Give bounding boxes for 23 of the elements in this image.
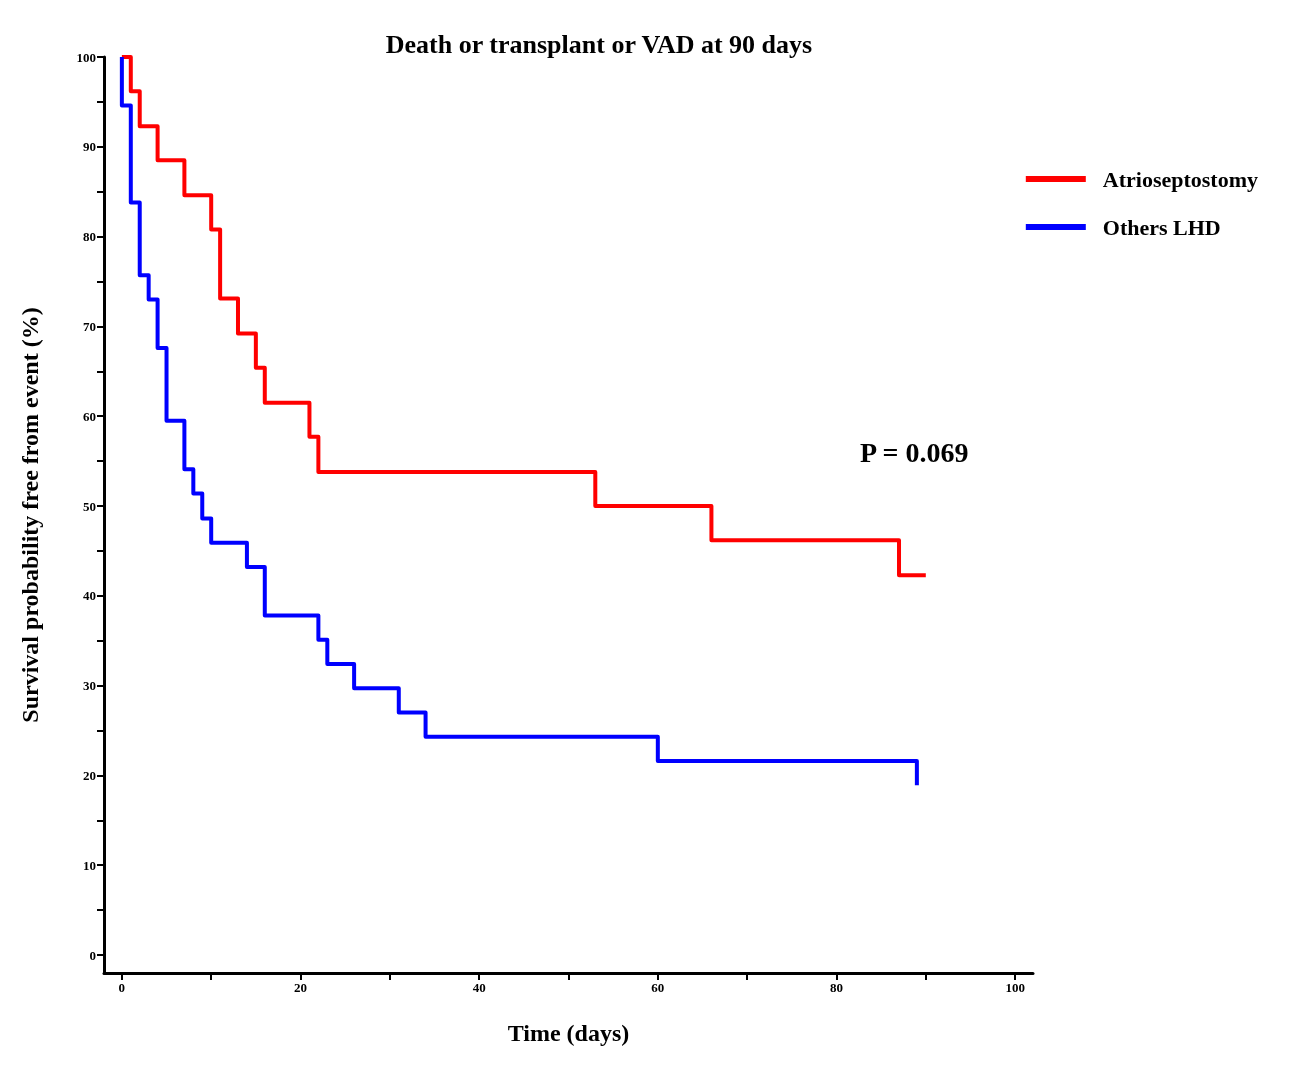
y-tick-label: 20 [83,767,96,783]
x-tick-label: 100 [1005,980,1025,995]
legend-label: Atrioseptostomy [1102,166,1259,192]
y-tick-label: 80 [83,229,96,245]
y-tick-label: 100 [76,49,96,65]
y-tick-label: 10 [83,857,96,873]
y-tick-label: 60 [83,408,96,424]
y-tick-label: 90 [83,139,96,155]
y-tick-label: 0 [89,947,96,963]
x-tick-label: 80 [829,980,843,995]
x-axis-title: Time (days) [507,1020,630,1046]
x-tick-label: 40 [472,980,486,995]
annotation: P = 0.069 [860,436,969,468]
y-tick-label: 70 [83,318,96,334]
x-tick-label: 60 [651,980,665,995]
y-axis-title: Survival probability free from event (%) [17,307,43,723]
y-tick-label: 50 [83,498,96,514]
chart-title: Death or transplant or VAD at 90 days [385,29,813,59]
y-tick-label: 30 [83,678,96,694]
legend-label: Others LHD [1102,214,1221,240]
x-tick-label: 20 [294,980,308,995]
x-tick-label: 0 [118,980,126,995]
y-tick-label: 40 [83,588,96,604]
